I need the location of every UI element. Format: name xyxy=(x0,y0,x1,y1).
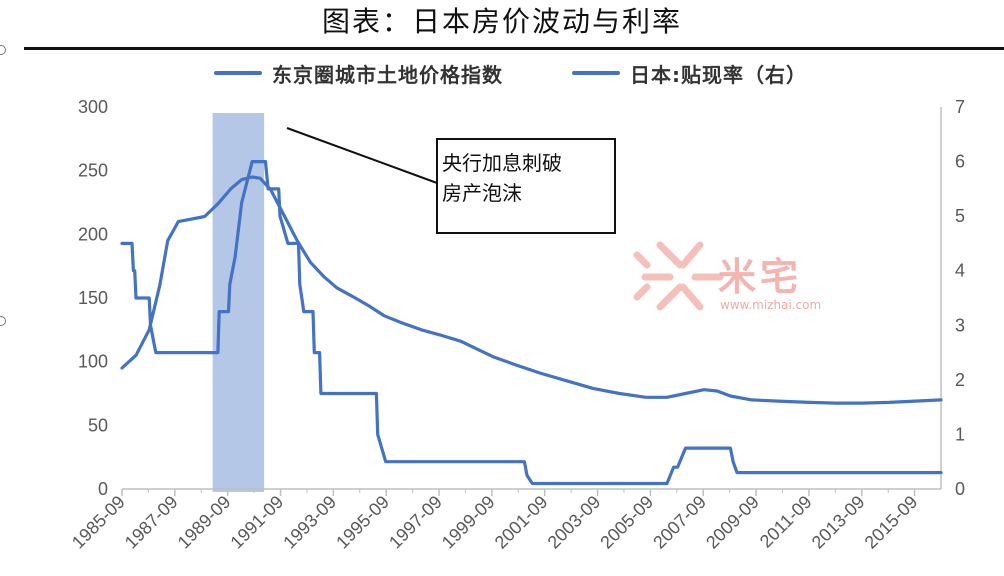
legend-item-land-index: 东京圈城市土地价格指数 xyxy=(214,58,503,88)
legend-swatch-land-index xyxy=(214,71,262,75)
watermark-text: 米宅 xyxy=(718,255,803,299)
selection-handle[interactable] xyxy=(0,316,6,326)
x-tick-label: 1995-09 xyxy=(332,492,393,553)
x-tick-label: 1985-09 xyxy=(68,492,129,553)
x-tick-label: 1991-09 xyxy=(226,492,287,553)
legend-label-land-index: 东京圈城市土地价格指数 xyxy=(272,62,503,87)
y-right-tick-label: 5 xyxy=(955,206,965,226)
y-right-tick-label: 6 xyxy=(955,152,965,172)
legend: 东京圈城市土地价格指数 日本:贴现率（右） xyxy=(0,58,1004,88)
annotation-text: 央行加息刺破 房产泡沫 xyxy=(442,148,612,208)
x-tick-label: 1999-09 xyxy=(438,492,499,553)
legend-swatch-discount-rate xyxy=(572,71,620,75)
y-right-tick-label: 1 xyxy=(955,424,965,444)
annotation-leader-line xyxy=(286,127,438,184)
series-line-land-index xyxy=(120,175,943,405)
y-right-tick-label: 7 xyxy=(955,97,965,117)
x-tick-label: 1989-09 xyxy=(174,492,235,553)
y-right-tick-label: 0 xyxy=(955,479,965,499)
y-left-tick-label: 200 xyxy=(78,224,108,244)
annotation-line-2: 房产泡沫 xyxy=(442,181,522,205)
y-left-tick-label: 100 xyxy=(78,352,108,372)
x-tick-label: 2003-09 xyxy=(544,492,605,553)
selection-handle[interactable] xyxy=(0,45,6,55)
y-left-tick-label: 150 xyxy=(78,288,108,308)
annotation-line-1: 央行加息刺破 xyxy=(442,151,562,175)
title-rule xyxy=(24,47,1004,50)
x-tick-label: 2013-09 xyxy=(808,492,869,553)
y-left-tick-label: 300 xyxy=(78,97,108,117)
x-tick-label: 2005-09 xyxy=(596,492,657,553)
watermark-url: www.mizhai.com xyxy=(720,298,822,312)
y-left-tick-label: 250 xyxy=(78,161,108,181)
x-tick-label: 2011-09 xyxy=(756,492,816,552)
legend-item-discount-rate: 日本:贴现率（右） xyxy=(572,58,807,88)
y-right-tick-label: 4 xyxy=(955,261,965,281)
annotation-box xyxy=(436,138,616,234)
y-left-tick-label: 0 xyxy=(98,479,108,499)
x-tick-label: 1997-09 xyxy=(385,492,446,553)
watermark-logo-icon xyxy=(633,241,724,311)
x-tick-label: 2015-09 xyxy=(861,492,922,553)
legend-label-discount-rate: 日本:贴现率（右） xyxy=(630,62,807,87)
x-tick-label: 1987-09 xyxy=(121,492,182,553)
x-tick-label: 1993-09 xyxy=(279,492,340,553)
y-right-tick-label: 2 xyxy=(955,370,965,390)
y-left-tick-label: 50 xyxy=(88,415,108,435)
y-right-tick-label: 3 xyxy=(955,315,965,335)
page-title: 图表：日本房价波动与利率 xyxy=(321,5,682,38)
x-tick-label: 2007-09 xyxy=(649,492,710,553)
x-tick-label: 2001-09 xyxy=(491,492,552,553)
highlight-band xyxy=(212,113,265,492)
series-line-discount-rate xyxy=(120,160,943,486)
x-tick-label: 2009-09 xyxy=(702,492,763,553)
